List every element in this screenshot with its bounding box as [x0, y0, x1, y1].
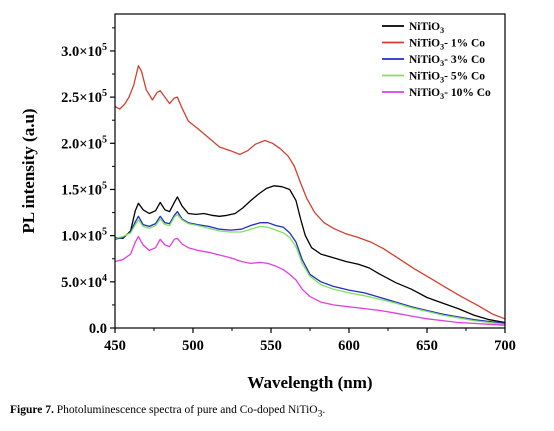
legend-label: NiTiO3 [409, 21, 444, 35]
x-tick-label: 550 [260, 338, 282, 354]
y-tick-label: 1.5×105 [61, 180, 107, 198]
pl-spectra-chart: 450 500 550 600 650 700 0.0 5.0×104 1.0×105 1.5×… [19, 13, 516, 392]
y-axis-title: PL intensity (a.u) [19, 108, 38, 233]
series-line-2 [114, 210, 506, 325]
legend-label: NiTiO3- 1% Co [409, 38, 485, 52]
x-tick-label: 500 [182, 338, 204, 354]
legend-label: NiTiO3- 3% Co [409, 54, 485, 68]
series-line-4 [114, 235, 506, 326]
x-tick-label: 650 [416, 338, 438, 354]
x-axis-title: Wavelength (nm) [247, 373, 372, 392]
y-tick-label: 5.0×104 [61, 273, 107, 291]
y-axis: 0.0 5.0×104 1.0×105 1.5×105 2.0×105 2.5×105 3.… [61, 27, 115, 337]
y-tick-label: 0.0 [89, 321, 107, 337]
caption-subscript: 3 [317, 408, 323, 420]
y-tick-label: 2.5×105 [61, 88, 107, 106]
y-tick-label: 1.0×105 [61, 227, 107, 245]
x-tick-label: 600 [338, 338, 360, 354]
legend-label: NiTiO3- 5% Co [409, 71, 485, 85]
y-tick-label: 3.0×105 [61, 42, 107, 60]
plot-lines [114, 65, 506, 326]
legend: NiTiO3 NiTiO3- 1% Co NiTiO3- 3% Co NiTiO3- … [382, 21, 491, 101]
x-tick-label: 450 [104, 338, 126, 354]
series-line-1 [114, 65, 506, 320]
figure-caption: Figure 7. Photoluminescence spectra of p… [10, 404, 550, 419]
caption-end: . [322, 404, 326, 416]
series-line-3 [114, 213, 506, 325]
x-axis: 450 500 550 600 650 700 [104, 328, 516, 354]
caption-text: Photoluminescence spectra of pure and Co… [53, 404, 318, 416]
caption-label: Figure 7. [10, 404, 54, 416]
y-tick-label: 2.0×105 [61, 134, 107, 152]
series-line-0 [114, 185, 506, 324]
x-tick-label: 700 [494, 338, 516, 354]
legend-label: NiTiO3- 10% Co [409, 87, 491, 101]
